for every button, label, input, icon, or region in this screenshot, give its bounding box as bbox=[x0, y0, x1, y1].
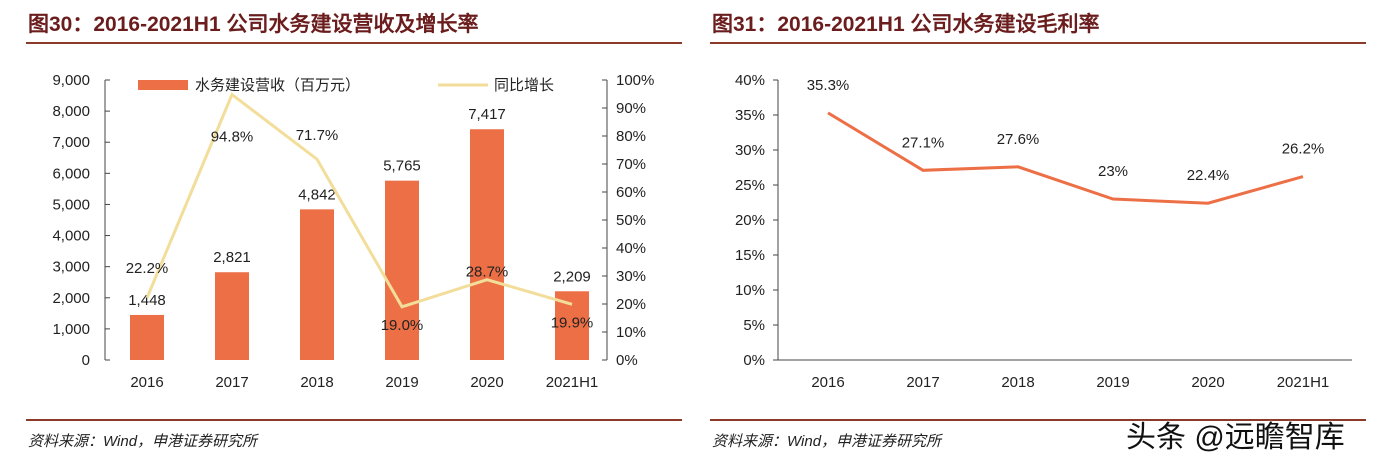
y-tick-label: 0% bbox=[743, 352, 765, 369]
y2-tick-label: 0% bbox=[616, 352, 638, 369]
x-tick-label: 2021H1 bbox=[546, 374, 599, 391]
x-tick-label: 2020 bbox=[1191, 374, 1224, 391]
y-tick-label: 8,000 bbox=[52, 103, 90, 120]
x-tick-label: 2017 bbox=[906, 374, 939, 391]
y-tick-label: 25% bbox=[735, 177, 765, 194]
bar-data-label: 2,209 bbox=[553, 268, 591, 285]
gross-margin-line bbox=[827, 111, 1304, 205]
line-data-label: 94.8% bbox=[211, 129, 254, 146]
y-tick-label: 40% bbox=[735, 72, 765, 89]
y-tick-label: 4,000 bbox=[52, 228, 90, 245]
right-footer-rule bbox=[710, 419, 1366, 421]
line-data-label: 35.3% bbox=[807, 77, 850, 94]
bar bbox=[300, 209, 334, 360]
y2-tick-label: 90% bbox=[616, 100, 646, 117]
y-tick-label: 5% bbox=[743, 317, 765, 334]
line-data-label: 23% bbox=[1098, 163, 1128, 180]
y2-tick-label: 30% bbox=[616, 268, 646, 285]
y-tick-label: 3,000 bbox=[52, 259, 90, 276]
y2-tick-label: 70% bbox=[616, 156, 646, 173]
bar-data-label: 2,821 bbox=[213, 249, 251, 266]
right-chart-title: 图31：2016-2021H1 公司水务建设毛利率 bbox=[712, 13, 1100, 36]
right-title-rule bbox=[710, 42, 1366, 44]
bar bbox=[470, 129, 504, 360]
x-tick-label: 2018 bbox=[1001, 374, 1034, 391]
line-data-label: 27.6% bbox=[997, 131, 1040, 148]
y2-tick-label: 40% bbox=[616, 240, 646, 257]
y-tick-label: 1,000 bbox=[52, 321, 90, 338]
y-tick-label: 7,000 bbox=[52, 134, 90, 151]
y-tick-label: 5,000 bbox=[52, 196, 90, 213]
y-tick-label: 35% bbox=[735, 107, 765, 124]
y-tick-label: 2,000 bbox=[52, 290, 90, 307]
bar bbox=[130, 314, 164, 360]
line-data-label: 19.0% bbox=[381, 317, 424, 334]
left-footer-rule bbox=[26, 419, 682, 421]
y-tick-label: 30% bbox=[735, 142, 765, 159]
x-tick-label: 2019 bbox=[385, 374, 418, 391]
y-tick-label: 9,000 bbox=[52, 72, 90, 89]
bar bbox=[385, 180, 419, 360]
line-data-label: 27.1% bbox=[902, 134, 945, 151]
line-data-label: 22.2% bbox=[126, 260, 169, 277]
x-tick-label: 2016 bbox=[130, 374, 163, 391]
x-tick-label: 2020 bbox=[470, 374, 503, 391]
line-data-label: 26.2% bbox=[1282, 141, 1325, 158]
y-tick-label: 15% bbox=[735, 247, 765, 264]
y2-tick-label: 80% bbox=[616, 128, 646, 145]
line-data-label: 22.4% bbox=[1187, 167, 1230, 184]
y-tick-label: 20% bbox=[735, 212, 765, 229]
watermark: 头条 @远瞻智库 bbox=[1126, 421, 1345, 454]
x-tick-label: 2021H1 bbox=[1277, 374, 1330, 391]
x-tick-label: 2019 bbox=[1096, 374, 1129, 391]
line-data-label: 71.7% bbox=[296, 127, 339, 144]
right-source-note: 资料来源：Wind，申港证券研究所 bbox=[712, 433, 942, 450]
bar-data-label: 7,417 bbox=[468, 106, 506, 123]
left-title-rule bbox=[26, 42, 682, 44]
bar-data-label: 4,842 bbox=[298, 186, 336, 203]
left-chart-title: 图30：2016-2021H1 公司水务建设营收及增长率 bbox=[28, 13, 479, 36]
legend-bar-swatch bbox=[138, 80, 188, 90]
x-tick-label: 2018 bbox=[300, 374, 333, 391]
bar-data-label: 5,765 bbox=[383, 158, 421, 175]
line-data-label: 28.7% bbox=[466, 264, 509, 281]
y2-tick-label: 60% bbox=[616, 184, 646, 201]
y2-tick-label: 50% bbox=[616, 212, 646, 229]
y2-tick-label: 100% bbox=[616, 72, 654, 89]
y-tick-label: 6,000 bbox=[52, 165, 90, 182]
y-tick-label: 0 bbox=[82, 352, 90, 369]
growth-line bbox=[145, 92, 573, 309]
y2-tick-label: 20% bbox=[616, 296, 646, 313]
bar bbox=[215, 272, 249, 360]
left-source-note: 资料来源：Wind，申港证券研究所 bbox=[28, 433, 258, 450]
x-tick-label: 2017 bbox=[215, 374, 248, 391]
legend-bar-label: 水务建设营收（百万元） bbox=[195, 77, 360, 94]
legend-line-label: 同比增长 bbox=[494, 77, 554, 94]
y2-tick-label: 10% bbox=[616, 324, 646, 341]
x-tick-label: 2016 bbox=[811, 374, 844, 391]
line-data-label: 19.9% bbox=[551, 314, 594, 331]
y-tick-label: 10% bbox=[735, 282, 765, 299]
bar-data-label: 1,448 bbox=[128, 292, 166, 309]
